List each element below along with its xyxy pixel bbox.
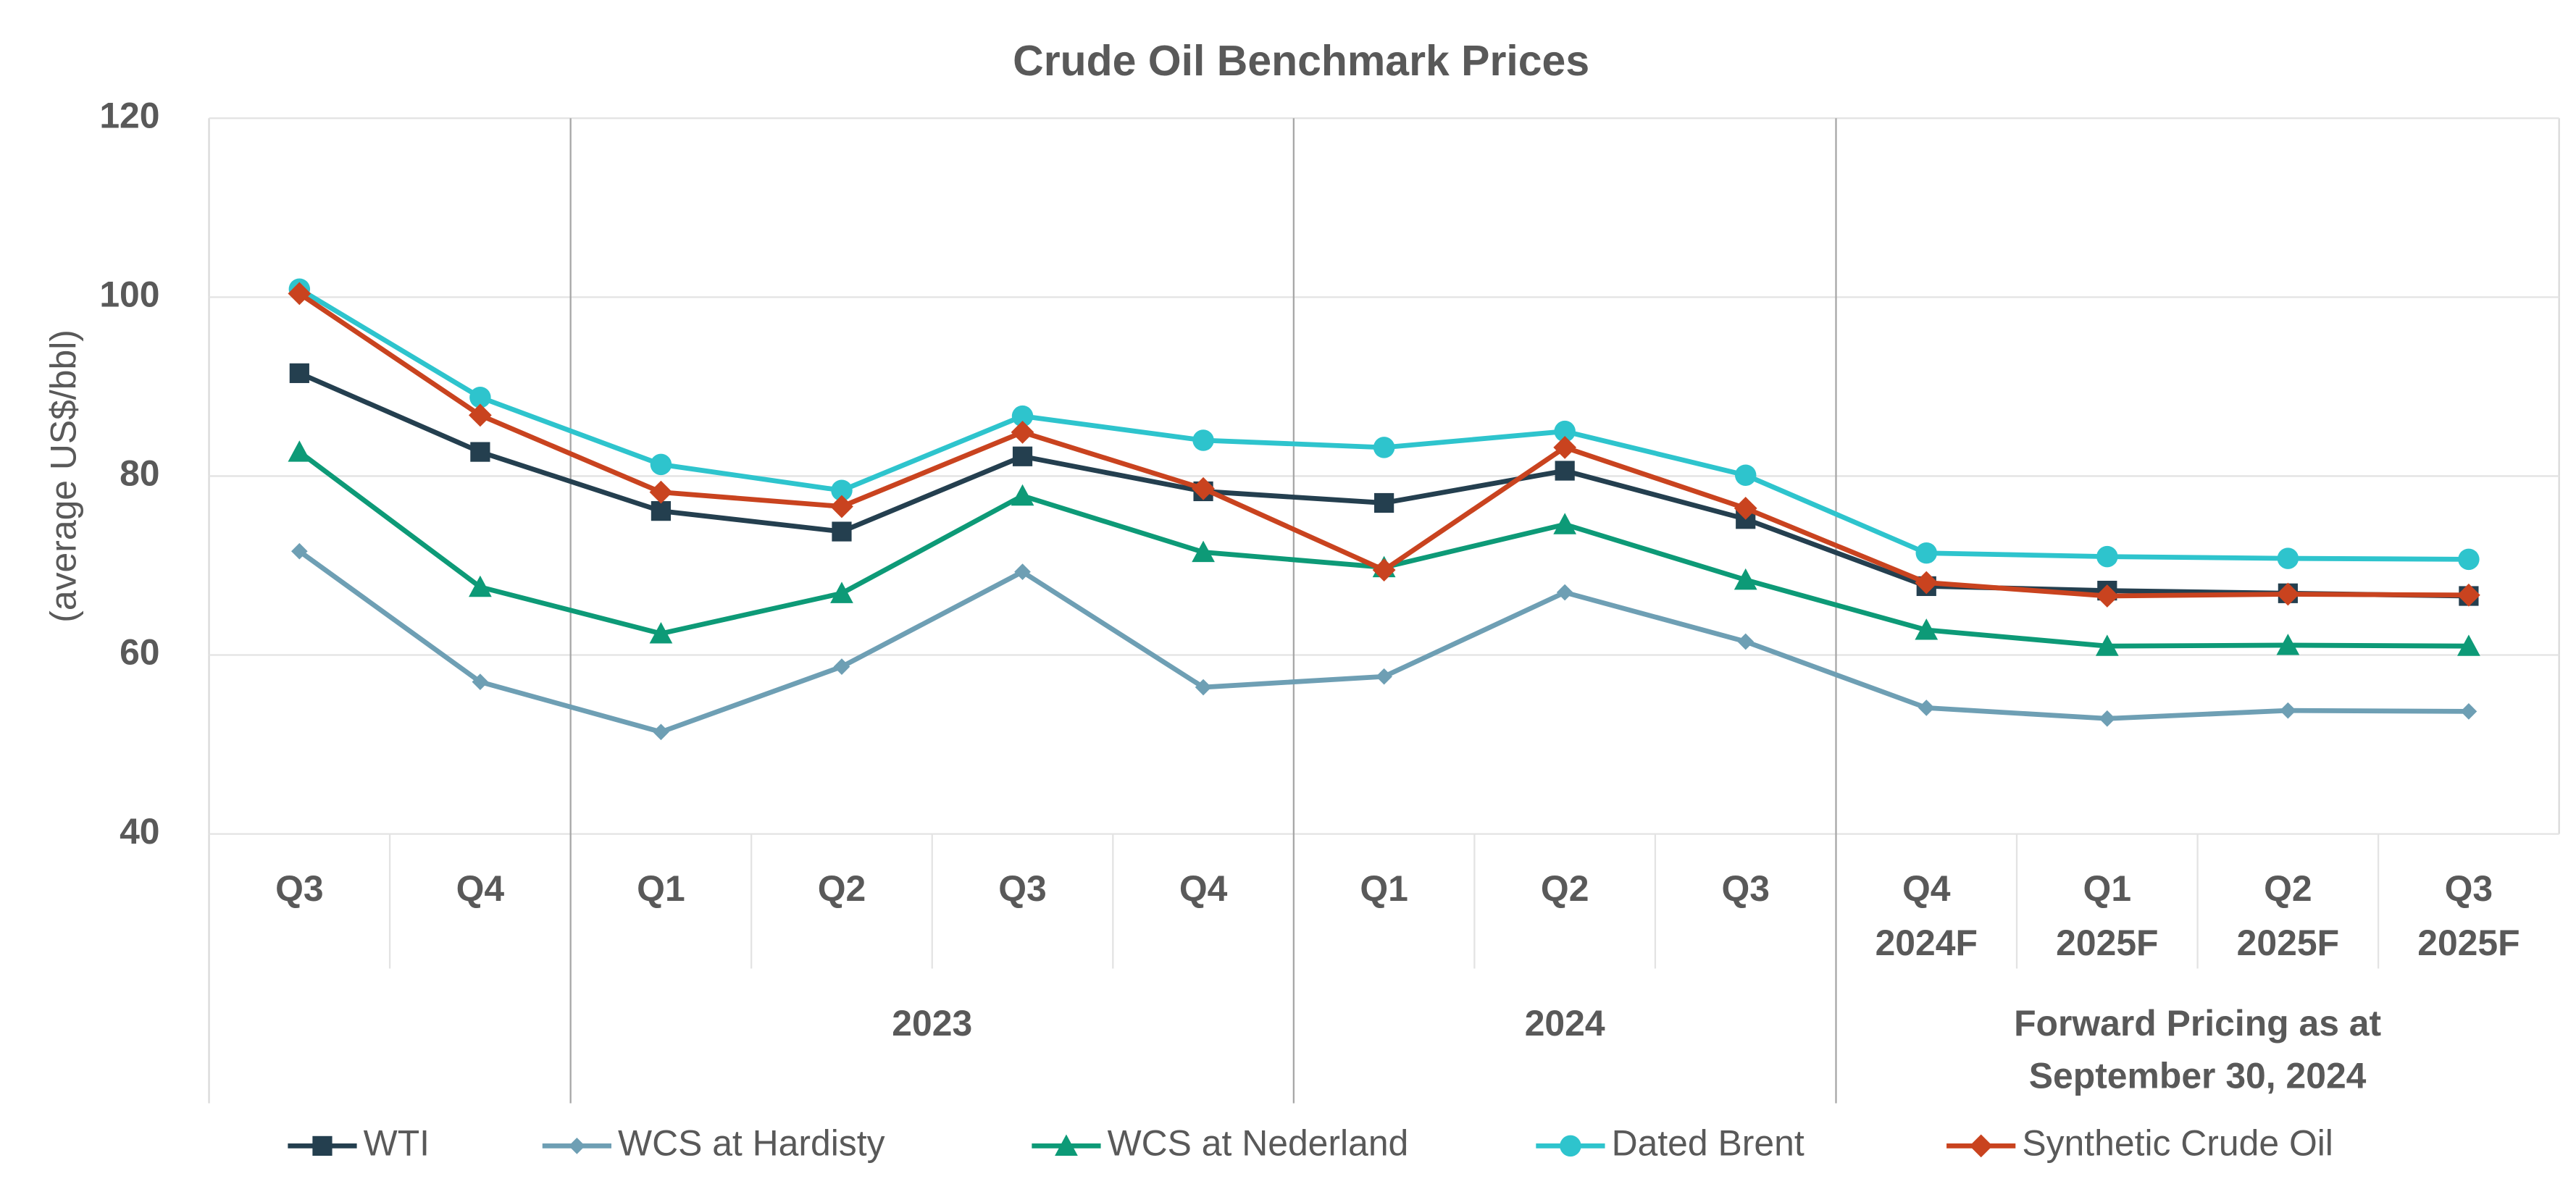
marker [1737, 633, 1755, 650]
marker [1553, 513, 1577, 534]
marker [1372, 558, 1396, 582]
marker [288, 440, 311, 462]
marker [2095, 634, 2119, 656]
marker [2458, 548, 2480, 571]
marker [2280, 702, 2296, 719]
marker [1915, 542, 1938, 564]
x-tick-label: Q4 [1179, 868, 1228, 909]
legend-label: Dated Brent [1612, 1123, 1805, 1164]
legend-label: Synthetic Crude Oil [2022, 1123, 2333, 1164]
x-tick-label: Q1 [2083, 868, 2132, 909]
marker [1734, 497, 1757, 520]
y-axis-label: (average US$/bbl) [43, 329, 83, 623]
x-tick-label: 2025F [2417, 923, 2519, 963]
marker [290, 542, 308, 560]
marker [1969, 1134, 1993, 1158]
y-tick-label: 100 [99, 274, 159, 315]
marker [650, 453, 672, 476]
x-tick-label: Q4 [456, 868, 505, 909]
y-tick-label: 40 [120, 811, 159, 852]
marker [1734, 464, 1757, 486]
marker [2277, 547, 2299, 569]
x-tick-label: Q3 [2445, 868, 2493, 909]
marker [288, 282, 311, 306]
marker [2096, 545, 2118, 568]
group-label: 2024 [1525, 1003, 1605, 1044]
marker [1012, 446, 1033, 466]
legend-label: WCS at Nederland [1108, 1123, 1409, 1164]
series-line [298, 450, 2469, 649]
marker [1374, 492, 1394, 513]
marker [469, 575, 492, 597]
marker [469, 403, 492, 427]
x-tick-label: Q3 [1721, 868, 1770, 909]
x-tick-label: Q1 [1360, 868, 1408, 909]
group-label: Forward Pricing as at [2014, 1003, 2381, 1044]
legend-label: WCS at Hardisty [618, 1123, 885, 1164]
x-tick-label: Q2 [1541, 868, 1589, 909]
marker [831, 479, 853, 501]
marker [833, 658, 850, 675]
x-tick-label: Q4 [1902, 868, 1951, 909]
marker [469, 386, 491, 408]
marker [472, 673, 489, 690]
marker [832, 521, 852, 542]
marker [649, 480, 673, 504]
marker [1734, 568, 1757, 590]
marker [1553, 436, 1577, 459]
marker [1560, 1135, 1581, 1157]
marker [649, 622, 673, 644]
marker [830, 495, 853, 518]
marker [289, 363, 309, 383]
marker [1011, 421, 1034, 444]
marker [1918, 700, 1935, 716]
marker [1556, 584, 1573, 601]
marker [653, 723, 669, 741]
marker [2099, 710, 2116, 727]
x-tick-label: 2024F [1875, 923, 1978, 963]
marker [1192, 540, 1215, 563]
series-line [298, 287, 2469, 562]
x-tick-label: Q2 [818, 868, 866, 909]
marker [2457, 634, 2480, 656]
marker [1376, 668, 1392, 685]
group-label: 2023 [892, 1003, 972, 1044]
marker [1055, 1134, 1078, 1156]
marker [1192, 476, 1215, 500]
marker [569, 1138, 585, 1154]
x-tick-label: 2025F [2056, 923, 2158, 963]
x-tick-label: Q2 [2264, 868, 2312, 909]
marker [1195, 679, 1212, 696]
marker [1373, 437, 1395, 458]
marker [2276, 634, 2300, 655]
x-tick-label: Q3 [998, 868, 1047, 909]
marker [1554, 420, 1576, 442]
marker [2276, 582, 2300, 606]
marker [312, 1135, 333, 1156]
chart-title: Crude Oil Benchmark Prices [1013, 38, 1589, 85]
y-tick-label: 120 [99, 95, 159, 135]
y-tick-label: 80 [120, 453, 159, 494]
marker [830, 581, 853, 603]
marker [470, 442, 490, 462]
marker [1915, 618, 1939, 640]
legend-label: WTI [364, 1123, 430, 1164]
x-tick-label: Q3 [275, 868, 324, 909]
marker [651, 501, 672, 521]
marker [1011, 484, 1034, 506]
marker [1555, 461, 1575, 481]
marker [2460, 703, 2477, 720]
x-tick-label: 2025F [2237, 923, 2339, 963]
marker [1014, 563, 1031, 580]
marker [1192, 429, 1214, 451]
marker [1011, 405, 1034, 427]
y-tick-label: 60 [120, 632, 159, 673]
x-tick-label: Q1 [637, 868, 685, 909]
group-label: September 30, 2024 [2029, 1056, 2367, 1096]
